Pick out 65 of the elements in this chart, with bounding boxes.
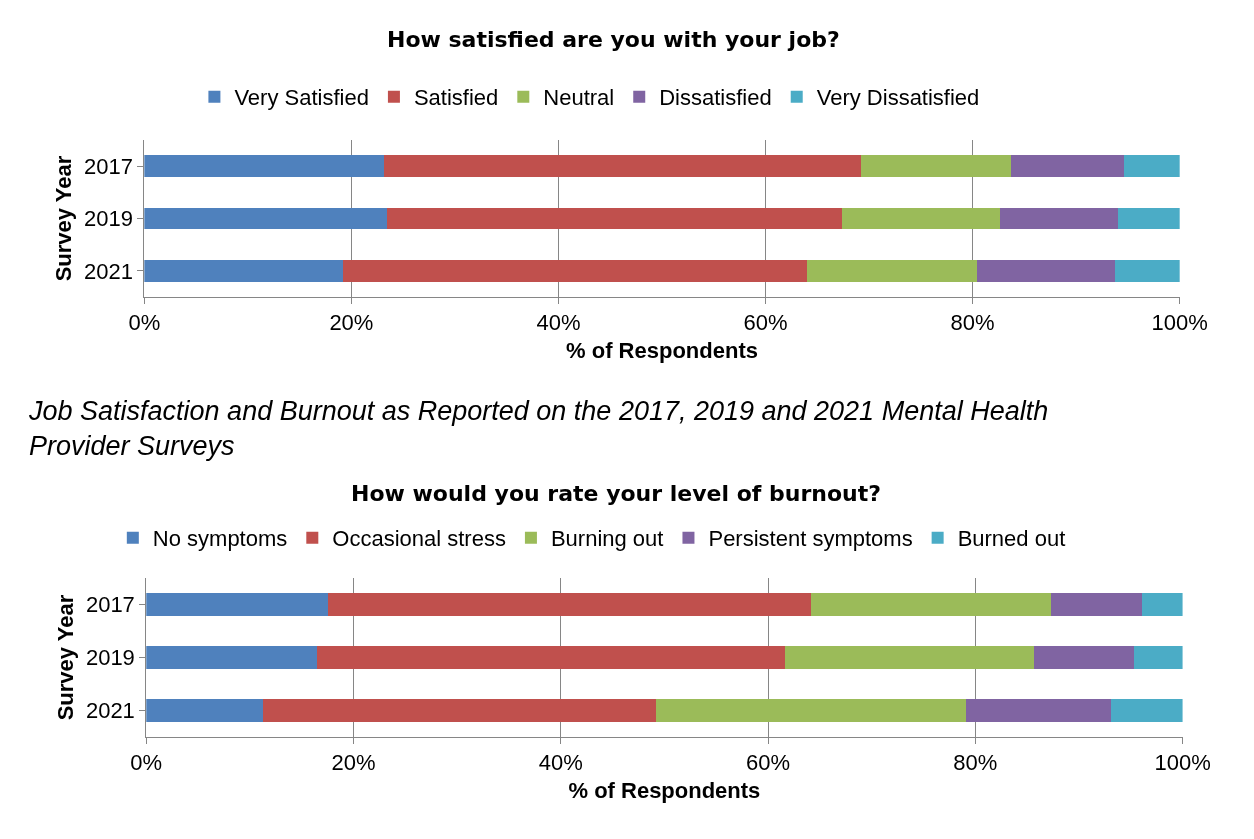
bar xyxy=(317,646,785,669)
x-tick-label: 40% xyxy=(538,750,583,776)
chart-title: How satisfied are you with your job? xyxy=(387,27,840,52)
legend-label: Occasional stress xyxy=(332,526,506,552)
y-tick-label: 2021 xyxy=(85,698,135,724)
y-axis-title: Survey Year xyxy=(52,594,78,721)
y-tick-label: 2017 xyxy=(85,592,135,618)
bar xyxy=(1115,259,1180,282)
legend-label: Very Dissatisfied xyxy=(816,85,980,111)
x-tick-label: 60% xyxy=(746,750,791,776)
bar xyxy=(784,646,1035,669)
bar xyxy=(263,699,657,722)
bar xyxy=(806,259,977,282)
bar xyxy=(1133,646,1183,669)
bar xyxy=(976,259,1116,282)
x-tick-label: 0% xyxy=(130,750,163,776)
y-tick-label: 2017 xyxy=(83,153,133,179)
y-axis-title: Survey Year xyxy=(50,155,76,282)
y-tick-label: 2019 xyxy=(83,206,133,232)
bar xyxy=(383,155,861,178)
bar xyxy=(146,646,318,669)
text: Job Satisfaction and Burnout as Reported on the 2017, 2019 and 2021 Mental Health Provider Surveys xyxy=(28,396,1049,462)
bar xyxy=(144,207,387,230)
x-axis-title: % of Respondents xyxy=(568,778,761,804)
bar xyxy=(1050,593,1143,616)
x-tick-label: 40% xyxy=(536,310,581,336)
bar xyxy=(1034,646,1134,669)
bar xyxy=(860,155,1011,178)
bar xyxy=(1111,699,1183,722)
x-tick-label: 80% xyxy=(950,310,995,336)
bar xyxy=(656,699,966,722)
legend-label: Persistent symptoms xyxy=(708,526,913,552)
legend-label: Very Satisfied xyxy=(234,85,369,111)
y-tick-label: 2019 xyxy=(85,645,135,671)
bar xyxy=(1010,155,1124,178)
legend-label: No symptoms xyxy=(152,526,288,552)
legend-label: Neutral xyxy=(543,85,615,111)
y-tick-label: 2021 xyxy=(83,258,133,284)
x-tick-label: 60% xyxy=(743,310,788,336)
bar xyxy=(144,155,384,178)
bar xyxy=(146,699,264,722)
legend-label: Burned out xyxy=(957,526,1066,552)
x-tick-label: 20% xyxy=(329,310,374,336)
bar xyxy=(343,259,807,282)
bar xyxy=(1117,207,1180,230)
bar xyxy=(1123,155,1180,178)
x-tick-label: 20% xyxy=(331,750,376,776)
bar xyxy=(999,207,1118,230)
x-tick-label: 80% xyxy=(953,750,998,776)
bar xyxy=(144,259,344,282)
bar xyxy=(1142,593,1183,616)
bar xyxy=(386,207,843,230)
legend-label: Burning out xyxy=(550,526,664,552)
legend-label: Satisfied xyxy=(413,85,499,111)
chart-title: How would you rate your level of burnout? xyxy=(351,481,881,506)
bar xyxy=(146,593,328,616)
bar xyxy=(327,593,811,616)
bar xyxy=(965,699,1112,722)
x-tick-label: 100% xyxy=(1154,750,1211,776)
x-axis-title: % of Respondents xyxy=(566,338,758,364)
x-tick-label: 0% xyxy=(128,310,161,336)
legend-label: Dissatisfied xyxy=(659,85,772,111)
x-tick-label: 100% xyxy=(1151,310,1208,336)
bar xyxy=(810,593,1051,616)
bar xyxy=(842,207,1000,230)
